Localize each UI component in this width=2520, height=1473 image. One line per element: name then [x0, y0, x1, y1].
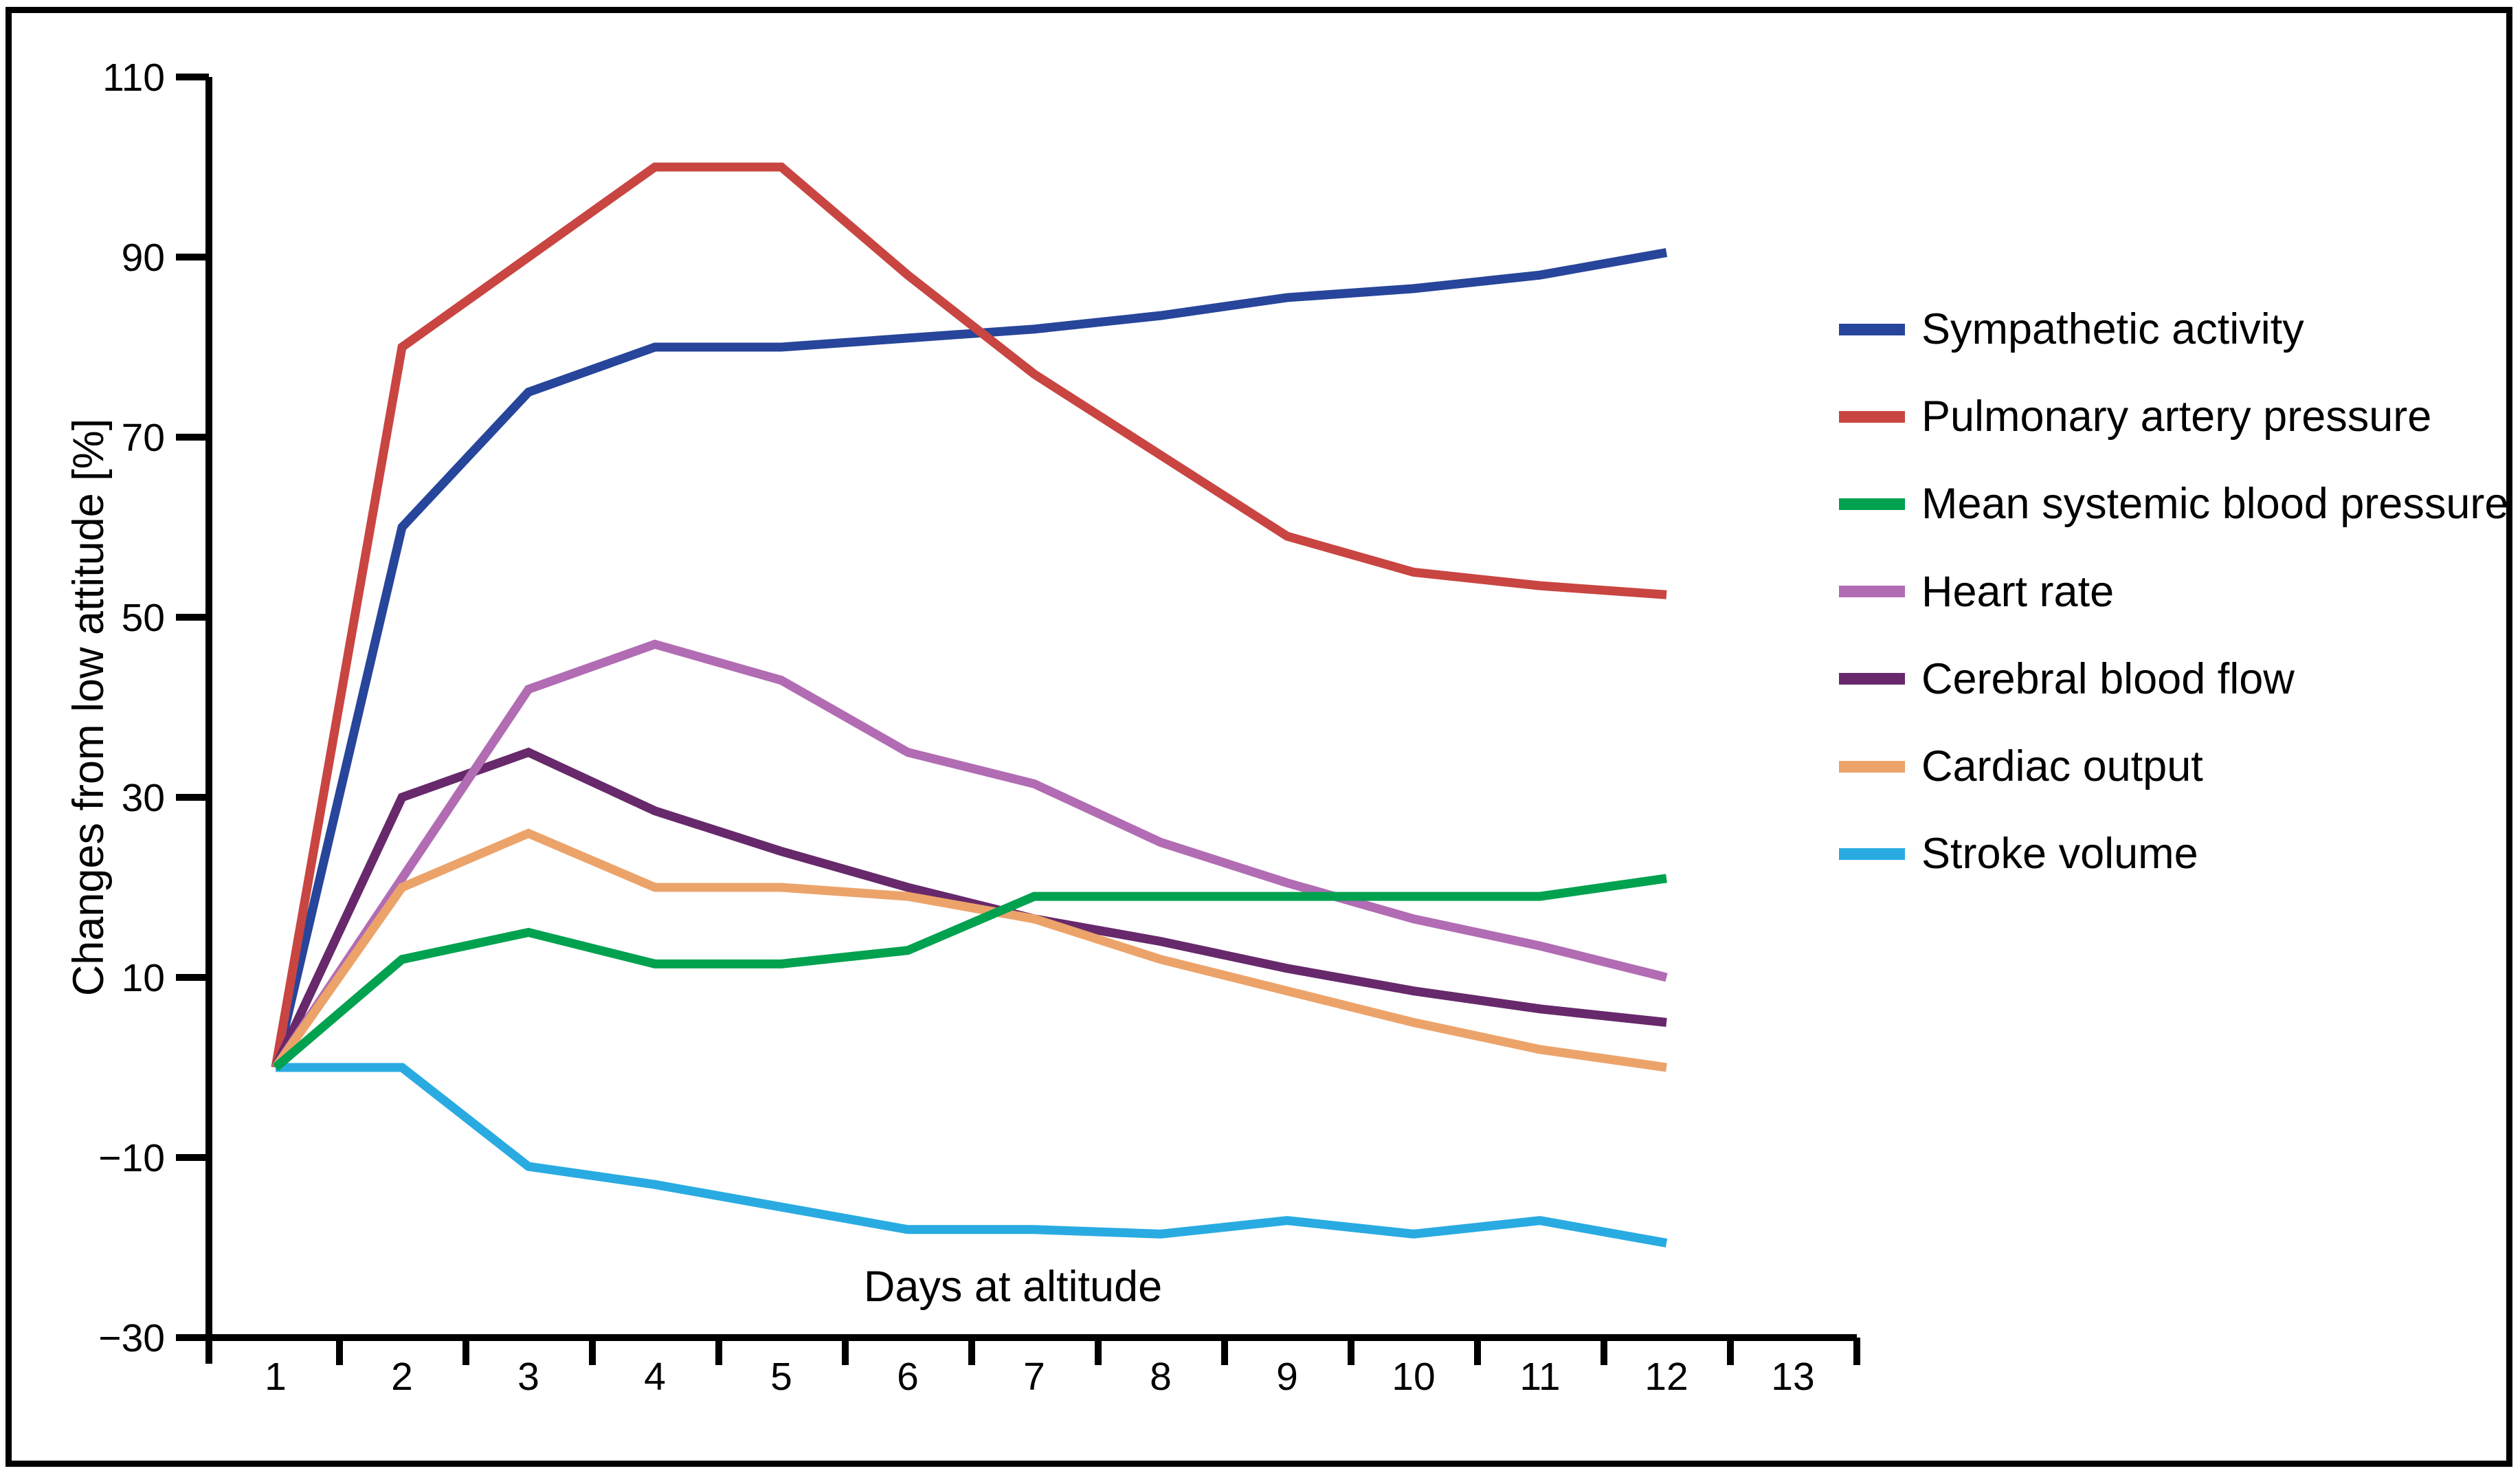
- figure-border: [5, 7, 2512, 1467]
- legend-item-mean-systemic-blood-pressure: Mean systemic blood pressure: [1839, 479, 2508, 529]
- y-tick-label: 70: [122, 416, 165, 460]
- legend-swatch-heart-rate: [1839, 586, 1905, 598]
- legend-item-heart-rate: Heart rate: [1839, 567, 2114, 617]
- x-tick-label: 8: [1150, 1355, 1172, 1399]
- x-tick-label: 13: [1771, 1355, 1814, 1399]
- legend-swatch-cardiac-output: [1839, 760, 1905, 773]
- legend-item-cerebral-blood-flow: Cerebral blood flow: [1839, 654, 2295, 704]
- legend-label: Mean systemic blood pressure: [1921, 480, 2509, 529]
- legend-label: Stroke volume: [1921, 830, 2198, 878]
- legend-item-sympathetic-activity: Sympathetic activity: [1839, 304, 2304, 354]
- legend-label: Heart rate: [1921, 567, 2115, 616]
- y-tick-label: −30: [98, 1316, 165, 1360]
- y-tick-label: 10: [122, 956, 165, 1000]
- legend-label: Cardiac output: [1921, 742, 2203, 790]
- y-axis-title: Changes from low attitude [%]: [65, 419, 113, 996]
- x-tick-label: 10: [1392, 1355, 1435, 1399]
- y-tick-label: 50: [122, 596, 165, 640]
- legend-swatch-cerebral-blood-flow: [1839, 673, 1905, 685]
- axes-group: [176, 74, 1860, 1365]
- legend-item-cardiac-output: Cardiac output: [1839, 742, 2203, 791]
- x-tick-label: 5: [770, 1355, 792, 1399]
- legend-label: Sympathetic activity: [1921, 305, 2304, 353]
- x-tick-label: 7: [1023, 1355, 1045, 1399]
- y-tick-label: 30: [122, 776, 165, 820]
- y-tick-label: 90: [122, 236, 165, 280]
- legend-swatch-pulmonary-artery-pressure: [1839, 410, 1905, 423]
- x-tick-label: 12: [1644, 1355, 1688, 1399]
- y-tick-label: −10: [98, 1136, 165, 1180]
- x-tick-label: 1: [265, 1355, 287, 1399]
- legend-swatch-sympathetic-activity: [1839, 323, 1905, 335]
- series-line-stroke-volume: [276, 1063, 1668, 1248]
- x-tick-label: 2: [391, 1355, 413, 1399]
- x-tick-label: 6: [897, 1355, 919, 1399]
- legend-item-pulmonary-artery-pressure: Pulmonary artery pressure: [1839, 392, 2431, 441]
- y-tick-label: 110: [102, 56, 165, 100]
- legend-label: Pulmonary artery pressure: [1921, 392, 2432, 441]
- series-line-cardiac-output: [271, 828, 1667, 1072]
- legend-label: Cerebral blood flow: [1921, 654, 2295, 703]
- x-tick-label: 4: [644, 1355, 666, 1399]
- x-tick-label: 11: [1519, 1355, 1560, 1399]
- series-line-mean-systemic-blood-pressure: [272, 874, 1667, 1071]
- x-tick-label: 9: [1276, 1355, 1298, 1399]
- series-line-pulmonary-artery-pressure: [271, 162, 1667, 1069]
- legend-swatch-mean-systemic-blood-pressure: [1839, 498, 1905, 510]
- curves-group: [271, 162, 1668, 1248]
- legend-swatch-stroke-volume: [1839, 848, 1905, 860]
- x-tick-label: 3: [517, 1355, 539, 1399]
- legend-item-stroke-volume: Stroke volume: [1839, 829, 2198, 878]
- series-line-sympathetic-activity: [271, 248, 1668, 1069]
- x-axis-title: Days at altitude: [864, 1263, 1162, 1311]
- series-line-heart-rate: [271, 639, 1668, 1070]
